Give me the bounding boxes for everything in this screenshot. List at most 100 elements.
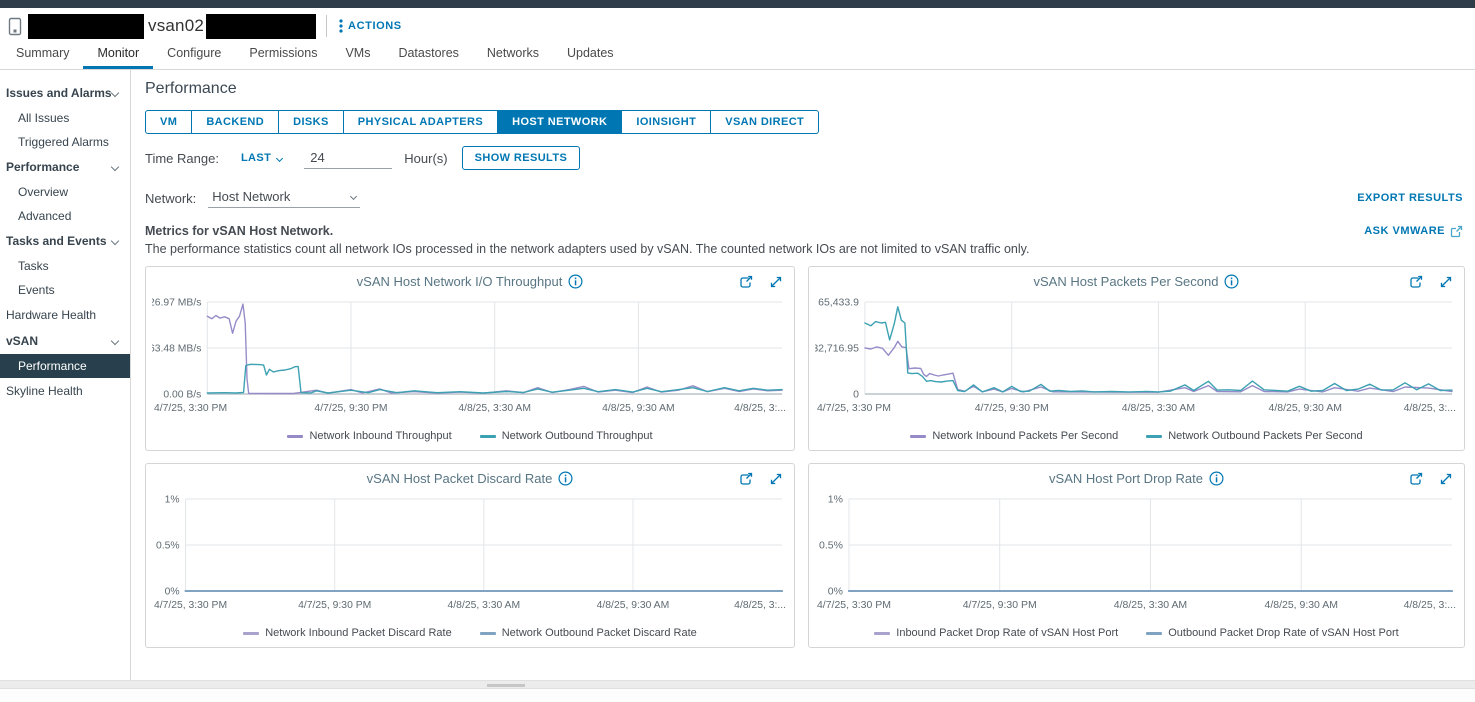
panel-splitter[interactable] <box>0 680 1475 689</box>
sidebar-item-tasks-and-events[interactable]: Tasks and Events <box>0 228 130 254</box>
legend-item[interactable]: Network Outbound Throughput <box>480 430 653 442</box>
page-title: Performance <box>145 80 1463 98</box>
svg-text:4/8/25, 3:30 AM: 4/8/25, 3:30 AM <box>1114 600 1187 611</box>
view-tab-physical-adapters[interactable]: PHYSICAL ADAPTERS <box>343 110 498 134</box>
export-results-link[interactable]: EXPORT RESULTS <box>1357 192 1463 204</box>
chart-canvas: 1%0.5%0%4/7/25, 3:30 PM4/7/25, 9:30 PM4/… <box>152 495 788 621</box>
export-chart-icon[interactable] <box>1408 274 1424 290</box>
actions-menu-button[interactable]: ACTIONS <box>339 19 402 33</box>
sidebar-item-tasks-and-events-events[interactable]: Events <box>0 278 130 302</box>
view-tab-vm[interactable]: VM <box>145 110 192 134</box>
sidebar-item-issues-and-alarms[interactable]: Issues and Alarms <box>0 80 130 106</box>
view-tab-backend[interactable]: BACKEND <box>191 110 279 134</box>
svg-text:4/8/25, 9:30 AM: 4/8/25, 9:30 AM <box>597 600 670 611</box>
network-dropdown-value: Host Network <box>212 189 290 204</box>
network-dropdown[interactable]: Host Network <box>208 188 360 208</box>
legend-item[interactable]: Network Outbound Packet Discard Rate <box>480 627 697 639</box>
expand-chart-icon[interactable] <box>1438 274 1454 290</box>
info-icon[interactable] <box>1224 274 1239 289</box>
legend-item[interactable]: Inbound Packet Drop Rate of vSAN Host Po… <box>874 627 1118 639</box>
splitter-handle[interactable] <box>487 684 525 687</box>
sidebar-item-performance-overview[interactable]: Overview <box>0 180 130 204</box>
sidebar-item-performance[interactable]: Performance <box>0 154 130 180</box>
sidebar-item-hardware-health[interactable]: Hardware Health <box>0 302 130 328</box>
chart-card-vsan-host-network-i-o-throughput: vSAN Host Network I/O Throughput 726.97 … <box>145 266 795 451</box>
chart-card-header: vSAN Host Packet Discard Rate <box>152 471 788 493</box>
chart-card-header: vSAN Host Port Drop Rate <box>815 471 1458 493</box>
svg-text:726.97 MB/s: 726.97 MB/s <box>152 298 201 309</box>
sidebar-item-issues-and-alarms-all-issues[interactable]: All Issues <box>0 106 130 130</box>
info-icon[interactable] <box>568 274 583 289</box>
sidebar-item-vsan-performance[interactable]: Performance <box>0 354 130 378</box>
tab-configure[interactable]: Configure <box>153 42 235 69</box>
legend-label: Network Inbound Packets Per Second <box>932 430 1118 442</box>
main-panel: Performance VMBACKENDDISKSPHYSICAL ADAPT… <box>131 70 1475 682</box>
chart-title: vSAN Host Network I/O Throughput <box>357 274 563 289</box>
ask-vmware-link[interactable]: ASK VMWARE <box>1364 225 1463 238</box>
legend-item[interactable]: Outbound Packet Drop Rate of vSAN Host P… <box>1146 627 1399 639</box>
show-results-button[interactable]: SHOW RESULTS <box>462 146 581 170</box>
view-tab-ioinsight[interactable]: IOINSIGHT <box>621 110 711 134</box>
legend-swatch <box>480 435 496 438</box>
chart-plot-area: 1%0.5%0%4/7/25, 3:30 PM4/7/25, 9:30 PM4/… <box>815 495 1458 621</box>
sidebar-item-issues-and-alarms-triggered-alarms[interactable]: Triggered Alarms <box>0 130 130 154</box>
legend-item[interactable]: Network Inbound Throughput <box>287 430 451 442</box>
chart-legend: Network Inbound Throughput Network Outbou… <box>152 430 788 442</box>
chart-legend: Network Inbound Packet Discard Rate Netwo… <box>152 627 788 639</box>
network-row: Network: Host Network EXPORT RESULTS <box>145 188 1463 208</box>
cluster-host-icon <box>8 17 22 36</box>
expand-chart-icon[interactable] <box>768 471 784 487</box>
info-icon[interactable] <box>1209 471 1224 486</box>
legend-swatch <box>287 435 303 438</box>
chart-canvas: 65,433.932,716.9504/7/25, 3:30 PM4/7/25,… <box>815 298 1458 424</box>
sidebar-item-skyline-health[interactable]: Skyline Health <box>0 378 130 404</box>
svg-text:4/7/25, 3:30 PM: 4/7/25, 3:30 PM <box>817 600 891 611</box>
svg-text:4/7/25, 3:30 PM: 4/7/25, 3:30 PM <box>154 600 227 611</box>
chart-card-header: vSAN Host Network I/O Throughput <box>152 274 788 296</box>
performance-view-tabs: VMBACKENDDISKSPHYSICAL ADAPTERSHOST NETW… <box>145 110 1463 134</box>
legend-swatch <box>480 632 496 635</box>
tab-updates[interactable]: Updates <box>553 42 628 69</box>
legend-item[interactable]: Network Inbound Packet Discard Rate <box>243 627 451 639</box>
svg-text:0%: 0% <box>165 586 180 597</box>
tab-monitor[interactable]: Monitor <box>83 42 153 69</box>
view-tab-vsan-direct[interactable]: VSAN DIRECT <box>710 110 819 134</box>
sidebar-item-tasks-and-events-tasks[interactable]: Tasks <box>0 254 130 278</box>
svg-text:4/7/25, 3:30 PM: 4/7/25, 3:30 PM <box>154 403 227 414</box>
entity-tabs: SummaryMonitorConfigurePermissionsVMsDat… <box>0 44 1475 70</box>
svg-text:4/8/25, 9:30 AM: 4/8/25, 9:30 AM <box>602 403 675 414</box>
export-chart-icon[interactable] <box>738 274 754 290</box>
tab-networks[interactable]: Networks <box>473 42 553 69</box>
chart-plot-area: 726.97 MB/s363.48 MB/s0.00 B/s4/7/25, 3:… <box>152 298 788 424</box>
svg-text:4/8/25, 3:30 AM: 4/8/25, 3:30 AM <box>1122 403 1195 414</box>
view-tab-host-network[interactable]: HOST NETWORK <box>497 110 622 134</box>
metrics-title: Metrics for vSAN Host Network. <box>145 224 333 238</box>
legend-item[interactable]: Network Inbound Packets Per Second <box>910 430 1118 442</box>
metrics-description: The performance statistics count all net… <box>145 242 1463 256</box>
export-chart-icon[interactable] <box>738 471 754 487</box>
svg-text:4/8/25, 3:30 AM: 4/8/25, 3:30 AM <box>458 403 531 414</box>
hours-unit-label: Hour(s) <box>404 151 447 166</box>
tab-permissions[interactable]: Permissions <box>235 42 331 69</box>
export-chart-icon[interactable] <box>1408 471 1424 487</box>
sidebar-item-vsan[interactable]: vSAN <box>0 328 130 354</box>
svg-text:65,433.9: 65,433.9 <box>818 298 859 309</box>
sidebar-item-performance-advanced[interactable]: Advanced <box>0 204 130 228</box>
view-tab-disks[interactable]: DISKS <box>278 110 344 134</box>
svg-text:0: 0 <box>853 389 859 400</box>
expand-chart-icon[interactable] <box>768 274 784 290</box>
hours-input[interactable] <box>304 148 392 169</box>
svg-text:32,716.95: 32,716.95 <box>815 343 859 354</box>
content-row: Issues and AlarmsAll IssuesTriggered Ala… <box>0 70 1475 682</box>
svg-text:0.5%: 0.5% <box>156 540 180 551</box>
tab-datastores[interactable]: Datastores <box>384 42 472 69</box>
tab-vms[interactable]: VMs <box>331 42 384 69</box>
tab-summary[interactable]: Summary <box>2 42 83 69</box>
info-icon[interactable] <box>558 471 573 486</box>
chevron-down-icon <box>111 163 119 171</box>
svg-text:4/7/25, 3:30 PM: 4/7/25, 3:30 PM <box>817 403 891 414</box>
legend-label: Network Outbound Packets Per Second <box>1168 430 1362 442</box>
expand-chart-icon[interactable] <box>1438 471 1454 487</box>
legend-item[interactable]: Network Outbound Packets Per Second <box>1146 430 1362 442</box>
time-range-last-dropdown[interactable]: LAST <box>241 152 286 164</box>
